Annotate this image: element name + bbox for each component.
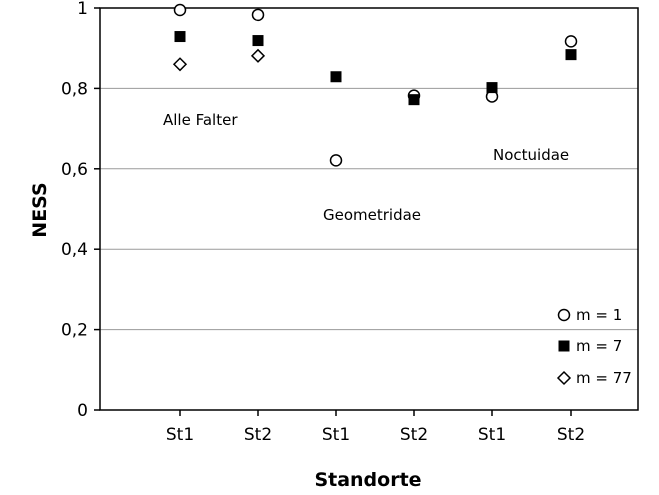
x-axis-label: Standorte [314, 469, 421, 491]
legend: m = 1 m = 7 m = 77 [556, 306, 632, 387]
y-tick-label: 0,2 [61, 321, 88, 341]
annotation-geometridae: Geometridae [323, 206, 421, 224]
x-tick-label: St2 [400, 425, 428, 445]
plot-frame [99, 7, 639, 411]
x-tick-label: St2 [557, 425, 585, 445]
legend-label: m = 7 [576, 337, 622, 355]
y-axis-label: NESS [29, 182, 51, 237]
data-point [174, 31, 186, 43]
data-point [173, 3, 187, 17]
data-point [486, 82, 498, 94]
y-tick-label: 0 [77, 401, 88, 421]
data-point [172, 57, 188, 72]
legend-item-m7: m = 7 [558, 337, 622, 355]
y-axis: 0 0,2 0,4 0,6 0,8 1 [61, 0, 100, 421]
data-point [330, 71, 342, 83]
annotation-alle-falter: Alle Falter [163, 111, 238, 129]
data-point [252, 35, 264, 47]
legend-label: m = 77 [576, 369, 632, 387]
x-tick-label: St2 [244, 425, 272, 445]
legend-marker [557, 308, 571, 322]
x-axis: St1 St2 St1 St2 St1 St2 [166, 410, 585, 445]
legend-item-m1: m = 1 [557, 306, 622, 324]
data-point [250, 48, 266, 63]
y-tick-label: 0,6 [61, 160, 88, 180]
x-tick-label: St1 [166, 425, 194, 445]
data-point [564, 35, 578, 48]
data-point [565, 49, 577, 61]
data-point [251, 8, 265, 22]
y-tick-label: 0,8 [61, 79, 88, 99]
y-tick-label: 0,4 [61, 240, 88, 260]
legend-marker [556, 370, 572, 386]
data-point [329, 154, 343, 167]
data-point [408, 94, 420, 106]
legend-label: m = 1 [576, 306, 622, 324]
x-tick-label: St1 [322, 425, 350, 445]
y-tick-label: 1 [77, 0, 88, 19]
grid-lines [100, 87, 638, 331]
data-points [172, 3, 578, 167]
annotation-noctuidae: Noctuidae [493, 146, 569, 164]
legend-item-m77: m = 77 [556, 369, 632, 387]
x-tick-label: St1 [478, 425, 506, 445]
legend-marker [558, 340, 570, 352]
